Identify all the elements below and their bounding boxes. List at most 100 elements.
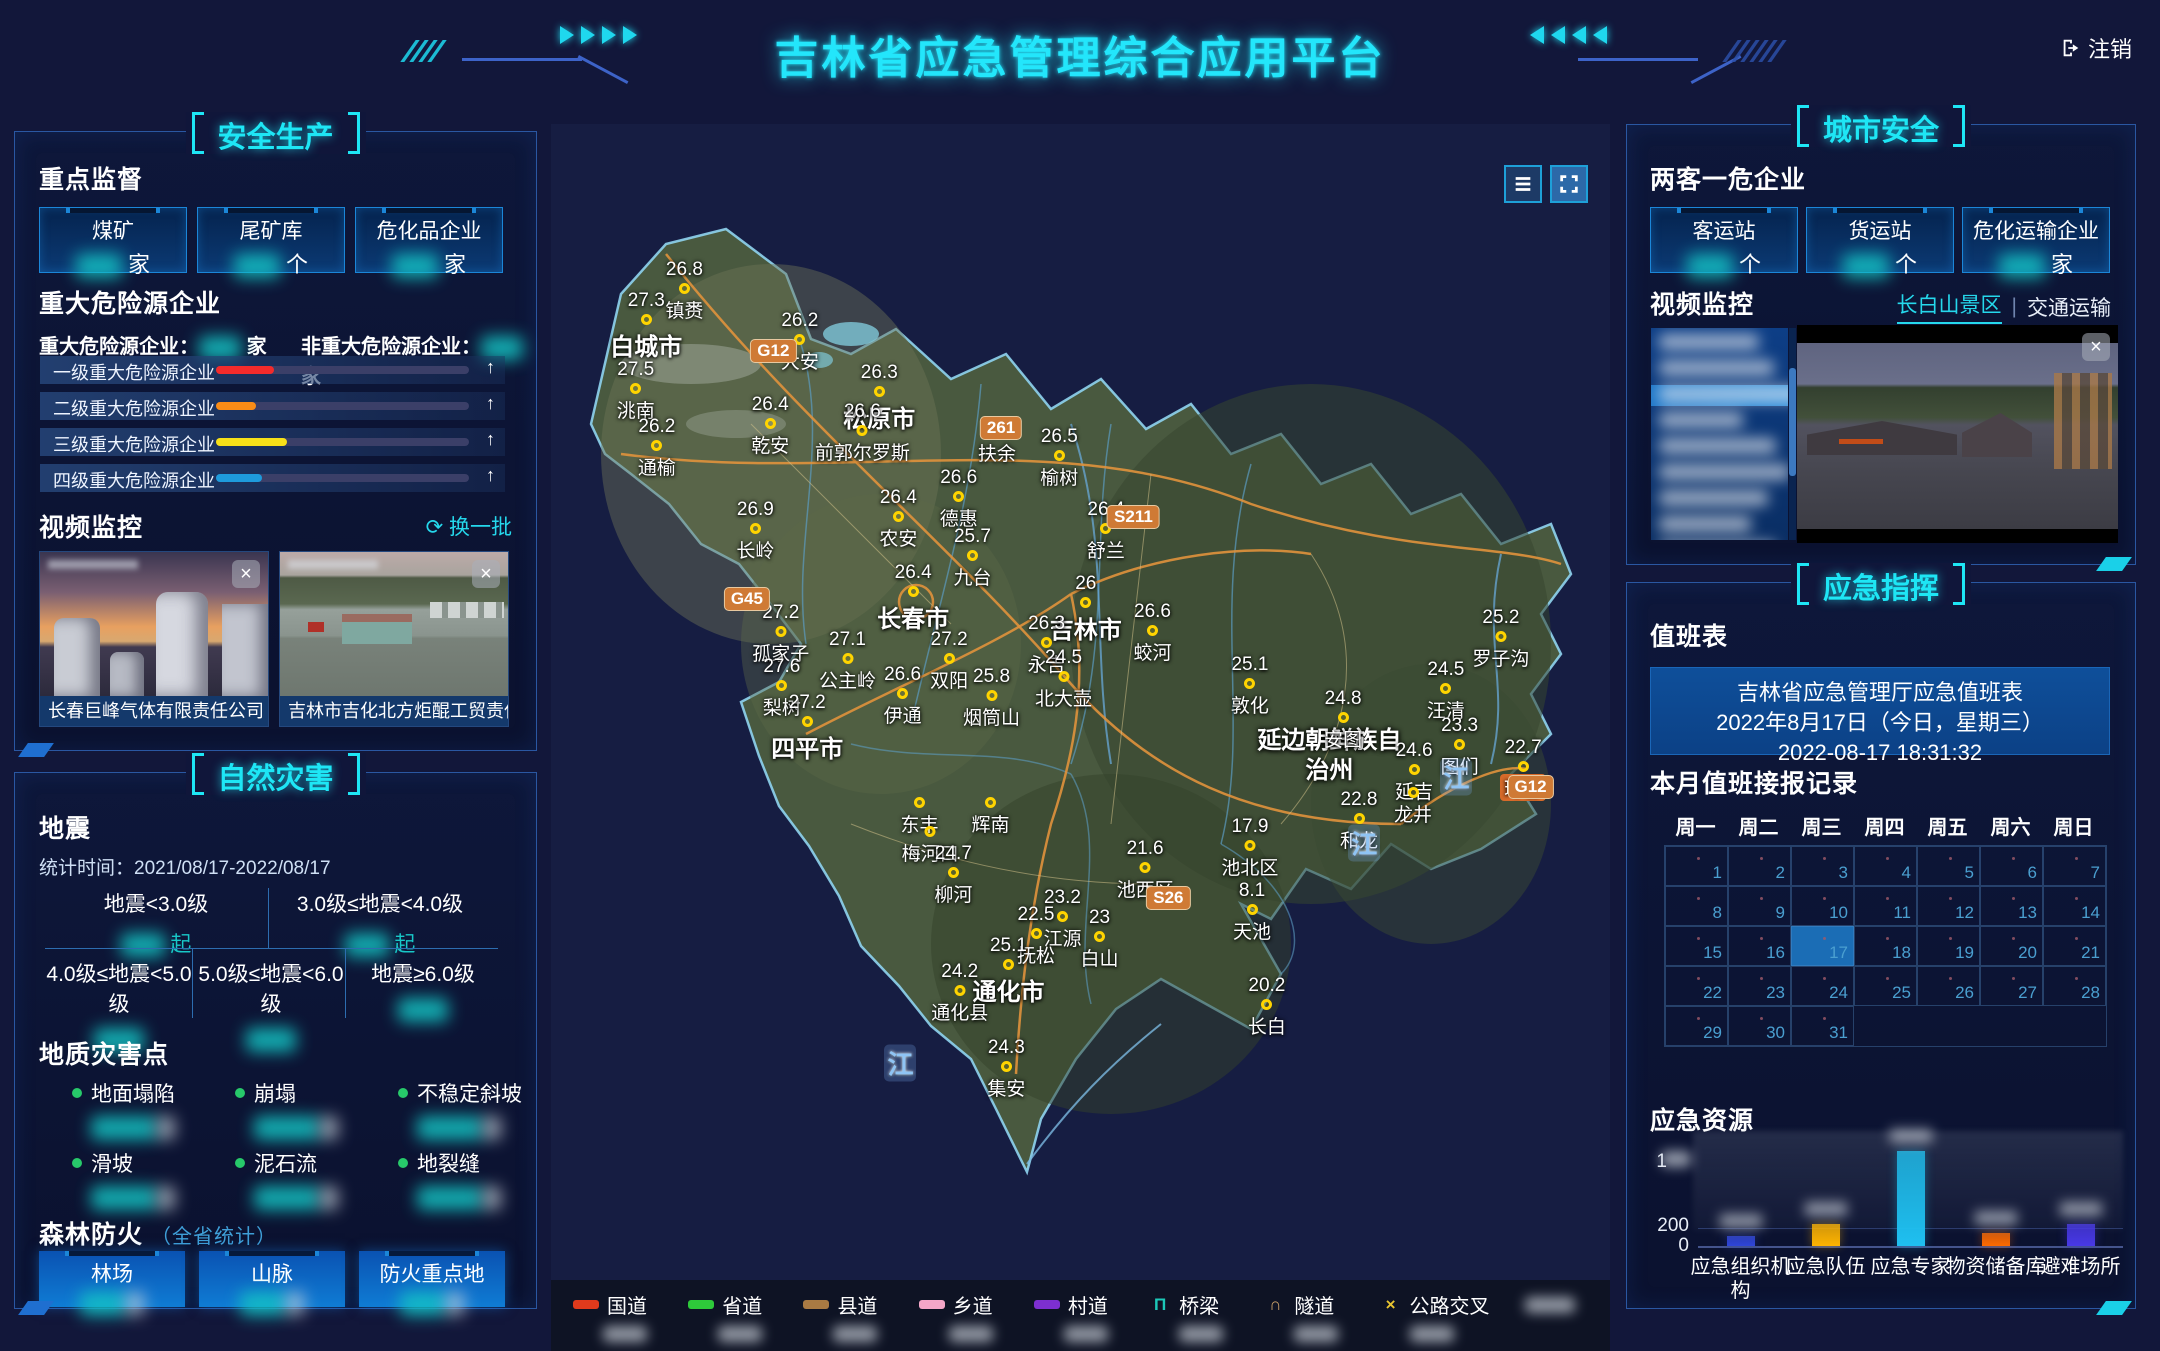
map-fullscreen-button[interactable] [1550, 165, 1588, 203]
calendar-day-30[interactable]: 30 [1728, 1006, 1791, 1046]
map-marker-榆树[interactable]: 26.5 榆树 [1040, 426, 1078, 490]
close-icon[interactable]: × [232, 560, 260, 588]
map-marker-梅河口[interactable]: 梅河口 [902, 824, 959, 866]
calendar-day-23[interactable]: 23 [1728, 966, 1791, 1006]
map-marker-延边朝鲜族自治州[interactable]: 延边朝鲜族自治州 [1249, 726, 1409, 786]
camera-list-item[interactable] [1659, 333, 1780, 354]
map-marker-通化市[interactable]: 25.1 通化市 [972, 935, 1044, 1007]
map-marker-安图[interactable]: 24.8 安图 [1324, 688, 1362, 752]
calendar-day-26[interactable]: 26 [1917, 966, 1980, 1006]
map-marker-和龙[interactable]: 22.8 和龙 [1340, 789, 1378, 853]
video-thumb[interactable]: × 长春巨峰气体有限责任公司 [39, 551, 269, 727]
map-layers-button[interactable] [1504, 165, 1542, 203]
calendar-day-18[interactable]: 18 [1854, 926, 1917, 966]
map-marker-烟筒山[interactable]: 25.8 烟筒山 [963, 666, 1020, 730]
map-marker-辉南[interactable]: 辉南 [971, 795, 1009, 837]
camera-list-item[interactable] [1659, 437, 1780, 458]
map-marker-四平市[interactable]: 27.2 四平市 [771, 692, 843, 764]
calendar-day-4[interactable]: 4 [1854, 846, 1917, 886]
map-marker-图们[interactable]: 23.3 图们 [1441, 715, 1479, 779]
map-marker-池北区[interactable]: 17.9 池北区 [1221, 816, 1278, 880]
map-marker-伊通[interactable]: 26.6 伊通 [884, 664, 922, 728]
map-marker-敦化[interactable]: 25.1 敦化 [1231, 654, 1269, 718]
map-marker-德惠[interactable]: 26.6 德惠 [940, 467, 978, 531]
map-marker-汪清[interactable]: 24.5 汪清 [1427, 659, 1465, 723]
tab-transport[interactable]: 交通运输 [2027, 296, 2111, 320]
calendar-day-20[interactable]: 20 [1980, 926, 2043, 966]
tab-changbaishan[interactable]: 长白山景区 [1896, 289, 2002, 324]
map-marker-白城市[interactable]: 27.3 白城市 [610, 290, 682, 362]
calendar-day-31[interactable]: 31 [1791, 1006, 1854, 1046]
province-map[interactable]: 26.8 镇赉 27.3 白城市 26.2 大安 27.5 洮南 26.2 通榆 26.4 乾安 26.… [551, 124, 1610, 1351]
map-marker-永吉[interactable]: 26.3 永吉 [1028, 613, 1066, 677]
video-thumb[interactable]: × 吉林市吉化北方炬醌工贸责任... [279, 551, 509, 727]
map-marker-农安[interactable]: 26.4 农安 [879, 487, 917, 551]
map-marker-乾安[interactable]: 26.4 乾安 [751, 394, 789, 458]
map-marker-梨树[interactable]: 27.6 梨树 [763, 656, 801, 720]
close-icon[interactable]: × [2082, 333, 2110, 361]
map-marker-集安[interactable]: 24.3 集安 [987, 1037, 1025, 1101]
calendar-day-21[interactable]: 21 [2043, 926, 2106, 966]
scrollbar-thumb[interactable] [1789, 368, 1796, 476]
camera-list[interactable] [1651, 328, 1788, 540]
map-marker-前郭尔罗斯[interactable]: 26.6 前郭尔罗斯 [815, 401, 910, 465]
camera-list-item[interactable] [1659, 411, 1780, 432]
calendar-day-12[interactable]: 12 [1917, 886, 1980, 926]
camera-list-item[interactable] [1659, 359, 1780, 380]
map-marker-长春市[interactable]: 26.4 长春市 [877, 562, 949, 634]
map-marker-镇赉[interactable]: 26.8 镇赉 [665, 259, 703, 323]
calendar-day-8[interactable]: 8 [1665, 886, 1728, 926]
calendar-day-1[interactable]: 1 [1665, 846, 1728, 886]
camera-list-item[interactable] [1659, 489, 1780, 510]
duty-line3: 2022-08-17 18:31:32 [1777, 740, 1983, 765]
map-marker-蛟河[interactable]: 26.6 蛟河 [1133, 601, 1171, 665]
calendar-day-29[interactable]: 29 [1665, 1006, 1728, 1046]
calendar-day-3[interactable]: 3 [1791, 846, 1854, 886]
calendar-day-24[interactable]: 24 [1791, 966, 1854, 1006]
map-marker-九台[interactable]: 25.7 九台 [953, 526, 991, 590]
map-marker-抚松[interactable]: 22.5 抚松 [1017, 904, 1055, 968]
camera-list-scrollbar[interactable] [1789, 328, 1796, 540]
calendar-day-13[interactable]: 13 [1980, 886, 2043, 926]
map-marker-江源[interactable]: 23.2 江源 [1043, 887, 1081, 951]
calendar-day-15[interactable]: 15 [1665, 926, 1728, 966]
camera-list-item[interactable] [1659, 463, 1788, 484]
map-marker-通榆[interactable]: 26.2 通榆 [638, 416, 676, 480]
map-marker-松原市[interactable]: 26.3 松原市 [843, 362, 915, 434]
calendar-day-16[interactable]: 16 [1728, 926, 1791, 966]
calendar-day-9[interactable]: 9 [1728, 886, 1791, 926]
map-marker-双阳[interactable]: 27.2 双阳 [930, 629, 968, 693]
map-marker-公主岭[interactable]: 27.1 公主岭 [819, 629, 876, 693]
calendar-day-6[interactable]: 6 [1980, 846, 2043, 886]
camera-list-item[interactable] [1659, 515, 1780, 536]
close-icon[interactable]: × [472, 560, 500, 588]
logout-button[interactable]: 注销 [2060, 32, 2132, 64]
calendar-day-2[interactable]: 2 [1728, 846, 1791, 886]
calendar-day-19[interactable]: 19 [1917, 926, 1980, 966]
calendar-day-5[interactable]: 5 [1917, 846, 1980, 886]
map-marker-柳河[interactable]: 24.7 柳河 [934, 843, 972, 907]
map-marker-罗子沟[interactable]: 25.2 罗子沟 [1472, 607, 1529, 671]
calendar-day-14[interactable]: 14 [2043, 886, 2106, 926]
map-marker-通化县[interactable]: 24.2 通化县 [931, 961, 988, 1025]
calendar-day-7[interactable]: 7 [2043, 846, 2106, 886]
calendar-day-11[interactable]: 11 [1854, 886, 1917, 926]
calendar-day-27[interactable]: 27 [1980, 966, 2043, 1006]
map-marker-龙井[interactable]: 龙井 [1394, 785, 1432, 827]
camera-list-item[interactable] [1651, 385, 1788, 406]
calendar-day-25[interactable]: 25 [1854, 966, 1917, 1006]
calendar-day-22[interactable]: 22 [1665, 966, 1728, 1006]
map-marker-天池[interactable]: 8.1 天池 [1233, 880, 1271, 944]
refresh-batch-link[interactable]: ⟳ 换一批 [425, 516, 512, 539]
map-marker-白山[interactable]: 23 白山 [1081, 907, 1119, 971]
map-marker-长岭[interactable]: 26.9 长岭 [736, 499, 774, 563]
calendar-day-28[interactable]: 28 [2043, 966, 2106, 1006]
map-marker-洮南[interactable]: 27.5 洮南 [617, 359, 655, 423]
map-marker-孤家子[interactable]: 27.2 孤家子 [752, 602, 809, 666]
calendar-day-10[interactable]: 10 [1791, 886, 1854, 926]
map-marker-长白[interactable]: 20.2 长白 [1248, 975, 1286, 1039]
map-marker-吉林市[interactable]: 26 吉林市 [1050, 573, 1122, 645]
map-marker-北大壶[interactable]: 24.5 北大壶 [1035, 647, 1092, 711]
live-video-frame[interactable]: × [1797, 325, 2118, 543]
calendar-day-17[interactable]: 17 [1791, 926, 1854, 966]
